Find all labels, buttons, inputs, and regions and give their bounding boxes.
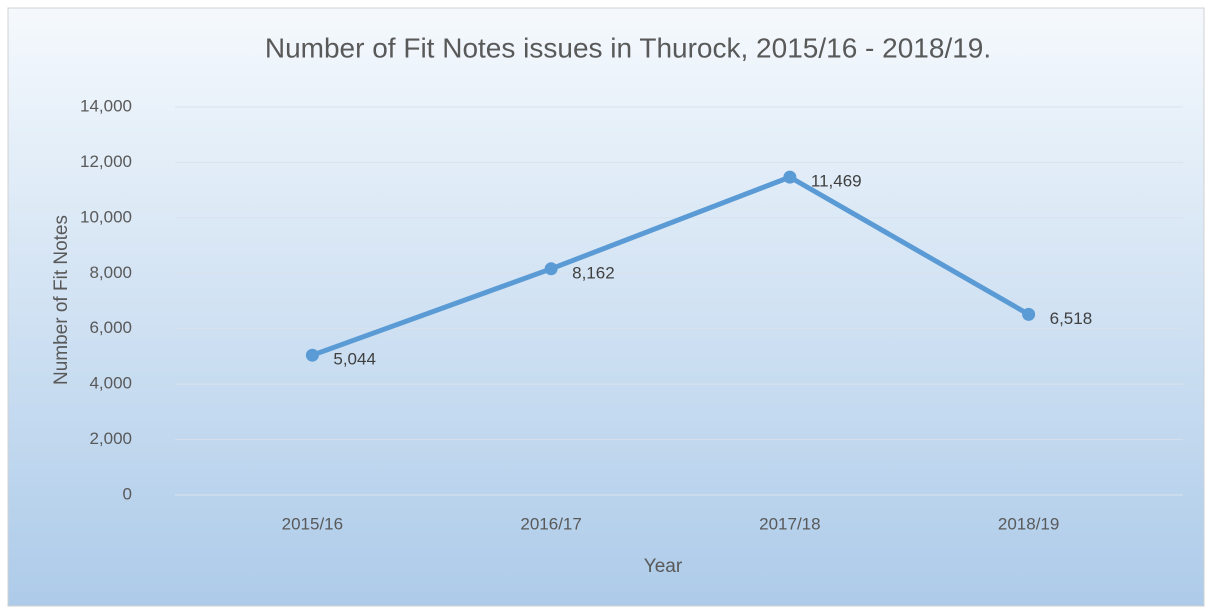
y-tick-label: 12,000: [80, 152, 132, 171]
y-tick-label: 2,000: [89, 429, 132, 448]
x-tick-label: 2018/19: [998, 514, 1059, 533]
y-axis-label: Number of Fit Notes: [51, 215, 72, 385]
x-tick-label: 2015/16: [282, 514, 343, 533]
y-tick-label: 8,000: [89, 263, 132, 282]
series-line: [311, 174, 1030, 358]
data-point: [544, 262, 558, 276]
data-label: 6,518: [1050, 309, 1093, 328]
chart-title: Number of Fit Notes issues in Thurock, 2…: [265, 32, 991, 63]
y-tick-label: 10,000: [80, 207, 132, 226]
data-label: 8,162: [572, 263, 615, 282]
x-tick-label: 2016/17: [520, 514, 581, 533]
data-label: 11,469: [811, 172, 862, 191]
chart-background: [7, 7, 1205, 607]
x-axis-label: Year: [644, 556, 683, 577]
y-tick-label: 6,000: [89, 318, 132, 337]
y-tick-label: 0: [123, 484, 132, 503]
data-point: [305, 348, 319, 362]
data-label: 5,044: [333, 350, 376, 369]
y-tick-label: 4,000: [89, 374, 132, 393]
y-tick-label: 14,000: [80, 96, 132, 115]
data-point: [1022, 307, 1036, 321]
data-point: [783, 170, 797, 184]
x-tick-label: 2017/18: [759, 514, 820, 533]
